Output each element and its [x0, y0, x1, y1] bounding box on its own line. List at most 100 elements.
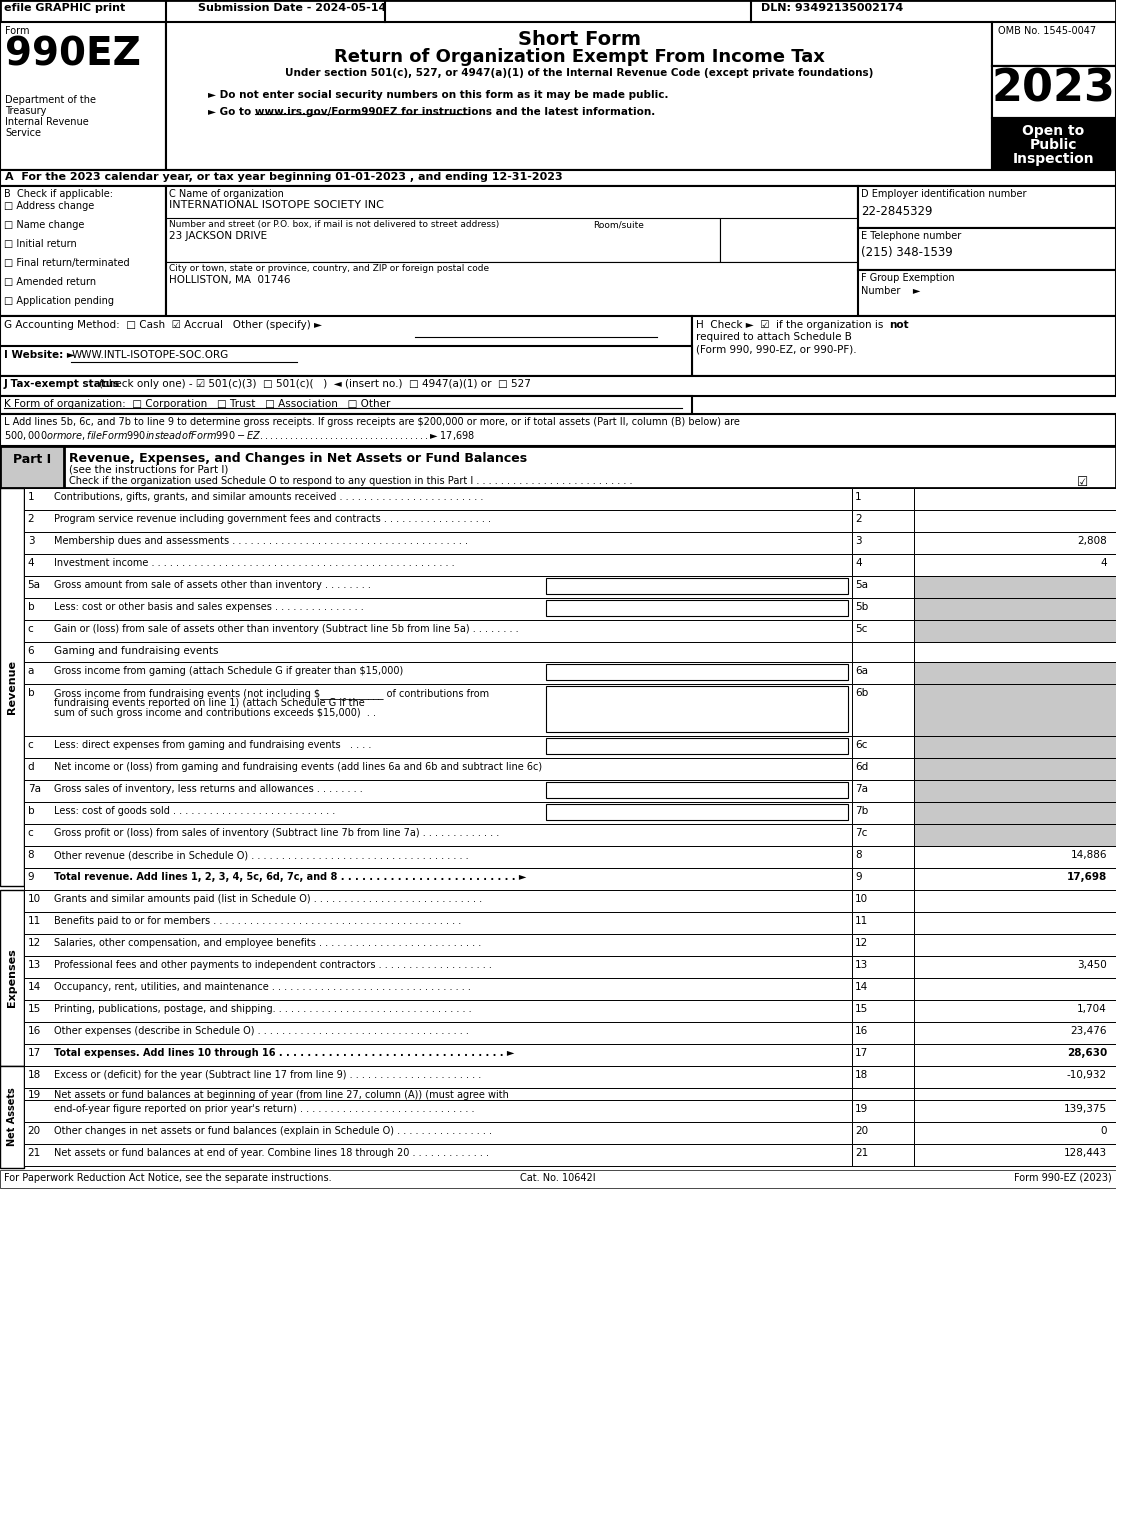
Text: I Website: ►: I Website: ►	[5, 351, 78, 360]
Text: OMB No. 1545-0047: OMB No. 1545-0047	[998, 26, 1096, 37]
Text: 990EZ: 990EZ	[5, 37, 141, 75]
Bar	[24, 1144, 852, 1167]
Bar	[24, 509, 852, 532]
Bar	[852, 1066, 914, 1087]
Text: Less: cost of goods sold . . . . . . . . . . . . . . . . . . . . . . . . . . .: Less: cost of goods sold . . . . . . . .…	[54, 807, 335, 816]
Text: Professional fees and other payments to independent contractors . . . . . . . . : Professional fees and other payments to …	[54, 961, 492, 970]
Bar	[852, 509, 914, 532]
Bar	[24, 758, 852, 779]
Text: 2: 2	[855, 514, 861, 525]
Bar	[24, 978, 852, 1000]
Text: Gain or (loss) from sale of assets other than inventory (Subtract line 5b from l: Gain or (loss) from sale of assets other…	[54, 624, 519, 634]
Text: □ Final return/terminated: □ Final return/terminated	[5, 258, 130, 268]
Text: 2: 2	[28, 514, 34, 525]
Bar	[914, 598, 1115, 621]
Bar	[24, 598, 852, 621]
Text: Number and street (or P.O. box, if mail is not delivered to street address): Number and street (or P.O. box, if mail …	[169, 220, 499, 229]
Bar	[24, 532, 852, 554]
Text: 13: 13	[855, 961, 868, 970]
Text: 19: 19	[28, 1090, 41, 1100]
Text: E Telephone number: E Telephone number	[861, 230, 961, 241]
Bar	[852, 1144, 914, 1167]
Text: Short Form: Short Form	[518, 30, 640, 49]
Bar	[0, 413, 1115, 445]
Text: Revenue, Expenses, and Changes in Net Assets or Fund Balances: Revenue, Expenses, and Changes in Net As…	[69, 451, 527, 465]
Text: 1: 1	[855, 493, 861, 502]
Text: 23,476: 23,476	[1070, 1026, 1108, 1035]
Text: ► Do not enter social security numbers on this form as it may be made public.: ► Do not enter social security numbers o…	[208, 90, 668, 101]
Bar	[852, 846, 914, 868]
Text: required to attach Schedule B: required to attach Schedule B	[695, 332, 851, 342]
Bar	[852, 779, 914, 802]
Text: H  Check ►  ☑  if the organization is: H Check ► ☑ if the organization is	[695, 320, 886, 329]
Text: Part I: Part I	[12, 453, 51, 467]
Bar	[0, 488, 24, 886]
Bar	[0, 169, 1115, 186]
Text: □ Name change: □ Name change	[5, 220, 85, 230]
Text: 6d: 6d	[855, 762, 868, 772]
Bar	[914, 662, 1115, 685]
Bar	[24, 1045, 852, 1066]
Text: c: c	[28, 740, 34, 750]
Text: □ Amended return: □ Amended return	[5, 278, 96, 287]
Text: DLN: 93492135002174: DLN: 93492135002174	[761, 3, 903, 14]
Text: end-of-year figure reported on prior year's return) . . . . . . . . . . . . . . : end-of-year figure reported on prior yea…	[54, 1104, 475, 1113]
Text: Expenses: Expenses	[7, 949, 17, 1008]
Bar	[166, 262, 858, 316]
Text: □ Address change: □ Address change	[5, 201, 94, 210]
Text: a: a	[28, 666, 34, 676]
Text: efile GRAPHIC print: efile GRAPHIC print	[5, 3, 125, 14]
Bar	[545, 663, 848, 680]
Text: fundraising events reported on line 1) (attach Schedule G if the: fundraising events reported on line 1) (…	[54, 698, 365, 708]
Bar	[24, 576, 852, 598]
Bar	[914, 1066, 1115, 1087]
Bar	[914, 868, 1115, 891]
Text: b: b	[28, 602, 34, 612]
Text: 1: 1	[28, 493, 34, 502]
Text: 9: 9	[28, 872, 34, 881]
Text: Public: Public	[1030, 137, 1077, 152]
Bar	[719, 218, 858, 262]
Bar	[852, 488, 914, 509]
Text: 13: 13	[28, 961, 41, 970]
Bar	[545, 804, 848, 820]
Text: 20: 20	[28, 1125, 41, 1136]
Text: Form: Form	[5, 26, 29, 37]
Text: Treasury: Treasury	[5, 107, 46, 116]
Bar	[852, 1100, 914, 1122]
Text: (check only one) - ☑ 501(c)(3)  □ 501(c)(   )  ◄ (insert no.)  □ 4947(a)(1) or  : (check only one) - ☑ 501(c)(3) □ 501(c)(…	[99, 380, 531, 389]
Text: □ Initial return: □ Initial return	[5, 239, 77, 249]
Bar	[992, 117, 1115, 169]
Text: For Paperwork Reduction Act Notice, see the separate instructions.: For Paperwork Reduction Act Notice, see …	[5, 1173, 332, 1183]
Bar	[992, 66, 1115, 117]
Text: c: c	[28, 828, 34, 839]
Text: 6b: 6b	[855, 688, 868, 698]
Bar	[914, 737, 1115, 758]
Text: HOLLISTON, MA  01746: HOLLISTON, MA 01746	[169, 274, 290, 285]
Text: 3: 3	[28, 535, 34, 546]
Text: 3,450: 3,450	[1077, 961, 1108, 970]
Bar	[24, 1087, 852, 1100]
Text: A  For the 2023 calendar year, or tax year beginning 01-01-2023 , and ending 12-: A For the 2023 calendar year, or tax yea…	[5, 172, 562, 181]
Text: 6c: 6c	[855, 740, 867, 750]
Bar	[858, 186, 1115, 229]
Bar	[24, 642, 852, 662]
Text: d: d	[28, 762, 34, 772]
Text: Inspection: Inspection	[1013, 152, 1094, 166]
Bar	[852, 1087, 914, 1100]
Bar	[0, 186, 166, 316]
Text: Check if the organization used Schedule O to respond to any question in this Par: Check if the organization used Schedule …	[69, 476, 632, 486]
Bar	[914, 532, 1115, 554]
Text: 14,886: 14,886	[1070, 849, 1108, 860]
Bar	[914, 509, 1115, 532]
Bar	[852, 554, 914, 576]
Text: Open to: Open to	[1023, 124, 1085, 137]
Text: Under section 501(c), 527, or 4947(a)(1) of the Internal Revenue Code (except pr: Under section 501(c), 527, or 4947(a)(1)…	[285, 69, 874, 78]
Bar	[24, 621, 852, 642]
Text: 6a: 6a	[855, 666, 868, 676]
Text: Net Assets: Net Assets	[7, 1087, 17, 1147]
Bar	[914, 685, 1115, 737]
Text: J Tax-exempt status: J Tax-exempt status	[5, 380, 120, 389]
Text: Gross income from gaming (attach Schedule G if greater than $15,000): Gross income from gaming (attach Schedul…	[54, 666, 403, 676]
Bar	[0, 1170, 1115, 1188]
